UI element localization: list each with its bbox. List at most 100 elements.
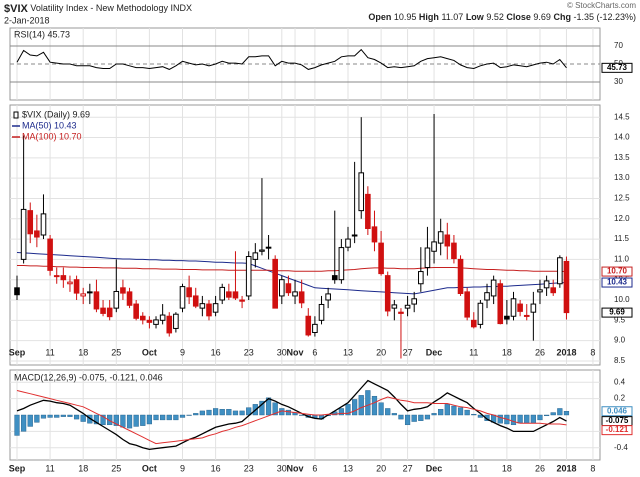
histogram-bar: [219, 409, 225, 416]
candle-body: [139, 315, 146, 321]
candle-body: [312, 323, 318, 333]
candle-body: [424, 247, 431, 268]
quote-label: Open: [368, 12, 391, 22]
line-series: [17, 265, 567, 273]
value-flag: [601, 266, 633, 277]
candle-body: [431, 241, 437, 252]
histogram-bar: [34, 414, 40, 423]
value-flag-label: 10.43: [607, 278, 628, 287]
histogram-bar: [537, 414, 543, 421]
x-tick-label: 25: [111, 463, 121, 473]
quote-date: 2-Jan-2018: [4, 15, 50, 25]
value-flag-label: -0.075: [606, 416, 629, 425]
histogram-bar: [358, 395, 364, 416]
y-tick-label: 10.0: [614, 295, 630, 304]
candle-body: [384, 275, 391, 312]
histogram-bar: [398, 414, 404, 420]
value-flag: [601, 425, 633, 436]
candle-body: [245, 256, 252, 297]
candle-body: [305, 315, 312, 336]
histogram-bar: [239, 410, 245, 416]
candle-body: [252, 252, 259, 260]
candle-body: [73, 279, 80, 294]
quote-value: 11.07: [441, 12, 463, 22]
value-flag: [601, 406, 633, 417]
candle-body: [338, 247, 345, 281]
candle-body: [517, 303, 523, 312]
histogram-bar: [497, 414, 503, 424]
histogram-bar: [424, 414, 431, 420]
x-tick-label: 11: [469, 463, 478, 473]
histogram-bar: [557, 408, 563, 416]
candle-body: [398, 311, 404, 314]
x-tick-label: 23: [244, 347, 254, 357]
candle-body: [120, 287, 126, 294]
candle-body: [93, 291, 100, 310]
candle-body: [179, 286, 186, 309]
candle-body: [351, 234, 358, 237]
legend-label: $VIX (Daily) 9.69: [22, 109, 90, 119]
quote-value: -1.35 (-12.23%): [573, 12, 636, 22]
histogram-bar: [510, 414, 517, 426]
legend-label: MA(50) 10.43: [22, 120, 77, 130]
x-tick-label: 16: [211, 347, 221, 357]
x-tick-label: 9: [180, 347, 185, 357]
candle-body: [80, 293, 87, 297]
quote-label: Close: [506, 12, 531, 22]
histogram-bar: [404, 414, 411, 426]
histogram-bar: [40, 414, 47, 419]
y-tick-label: 9.5: [614, 315, 626, 324]
candle-body: [510, 298, 517, 317]
histogram-bar: [153, 414, 159, 421]
candle-body: [192, 295, 199, 307]
candle-body: [318, 303, 325, 321]
y-tick-label: 12.5: [614, 194, 630, 203]
candle-body: [87, 291, 93, 294]
candle-body: [40, 213, 47, 236]
x-tick-label: Dec: [426, 347, 443, 357]
candle-body: [27, 210, 34, 235]
value-flag-label: -0.121: [606, 425, 629, 434]
candle-body: [391, 304, 398, 309]
x-tick-label: 30: [277, 463, 287, 473]
candle-body: [106, 307, 113, 318]
x-tick-label: 20: [376, 347, 386, 357]
candle-body: [563, 260, 570, 314]
candle-body: [113, 290, 120, 309]
histogram-bar: [550, 412, 556, 416]
candle-body: [298, 291, 305, 304]
histogram-bar: [371, 395, 378, 416]
x-tick-label: 20: [376, 463, 386, 473]
histogram-bar: [563, 411, 570, 416]
candle-body: [530, 303, 537, 313]
candle-body: [444, 234, 451, 247]
histogram-bar: [173, 414, 179, 421]
histogram-bar: [199, 410, 205, 416]
histogram-bar: [464, 409, 470, 416]
histogram-bar: [259, 400, 265, 416]
candle-body: [159, 314, 166, 321]
candle-body: [265, 246, 272, 249]
histogram-bar: [431, 413, 437, 416]
candle-body: [557, 257, 563, 285]
y-tick-label: 0.4: [614, 377, 626, 386]
x-tick-label: 6: [312, 347, 317, 357]
x-tick-label: 8: [590, 347, 595, 357]
y-tick-label: 11.5: [614, 234, 630, 243]
histogram-bar: [60, 414, 66, 417]
histogram-bar: [67, 414, 73, 417]
x-tick-label: 6: [312, 463, 317, 473]
histogram-bar: [418, 414, 424, 421]
histogram-bar: [438, 409, 444, 416]
y-tick-label: 0.2: [614, 394, 626, 403]
histogram-bar: [544, 414, 550, 417]
histogram-bar: [352, 399, 358, 416]
value-flag: [601, 62, 633, 73]
candle-body: [523, 314, 530, 317]
candle-body: [325, 293, 331, 301]
x-tick-label: 18: [502, 347, 512, 357]
histogram-bar: [517, 414, 523, 424]
histogram-bar: [126, 414, 133, 429]
